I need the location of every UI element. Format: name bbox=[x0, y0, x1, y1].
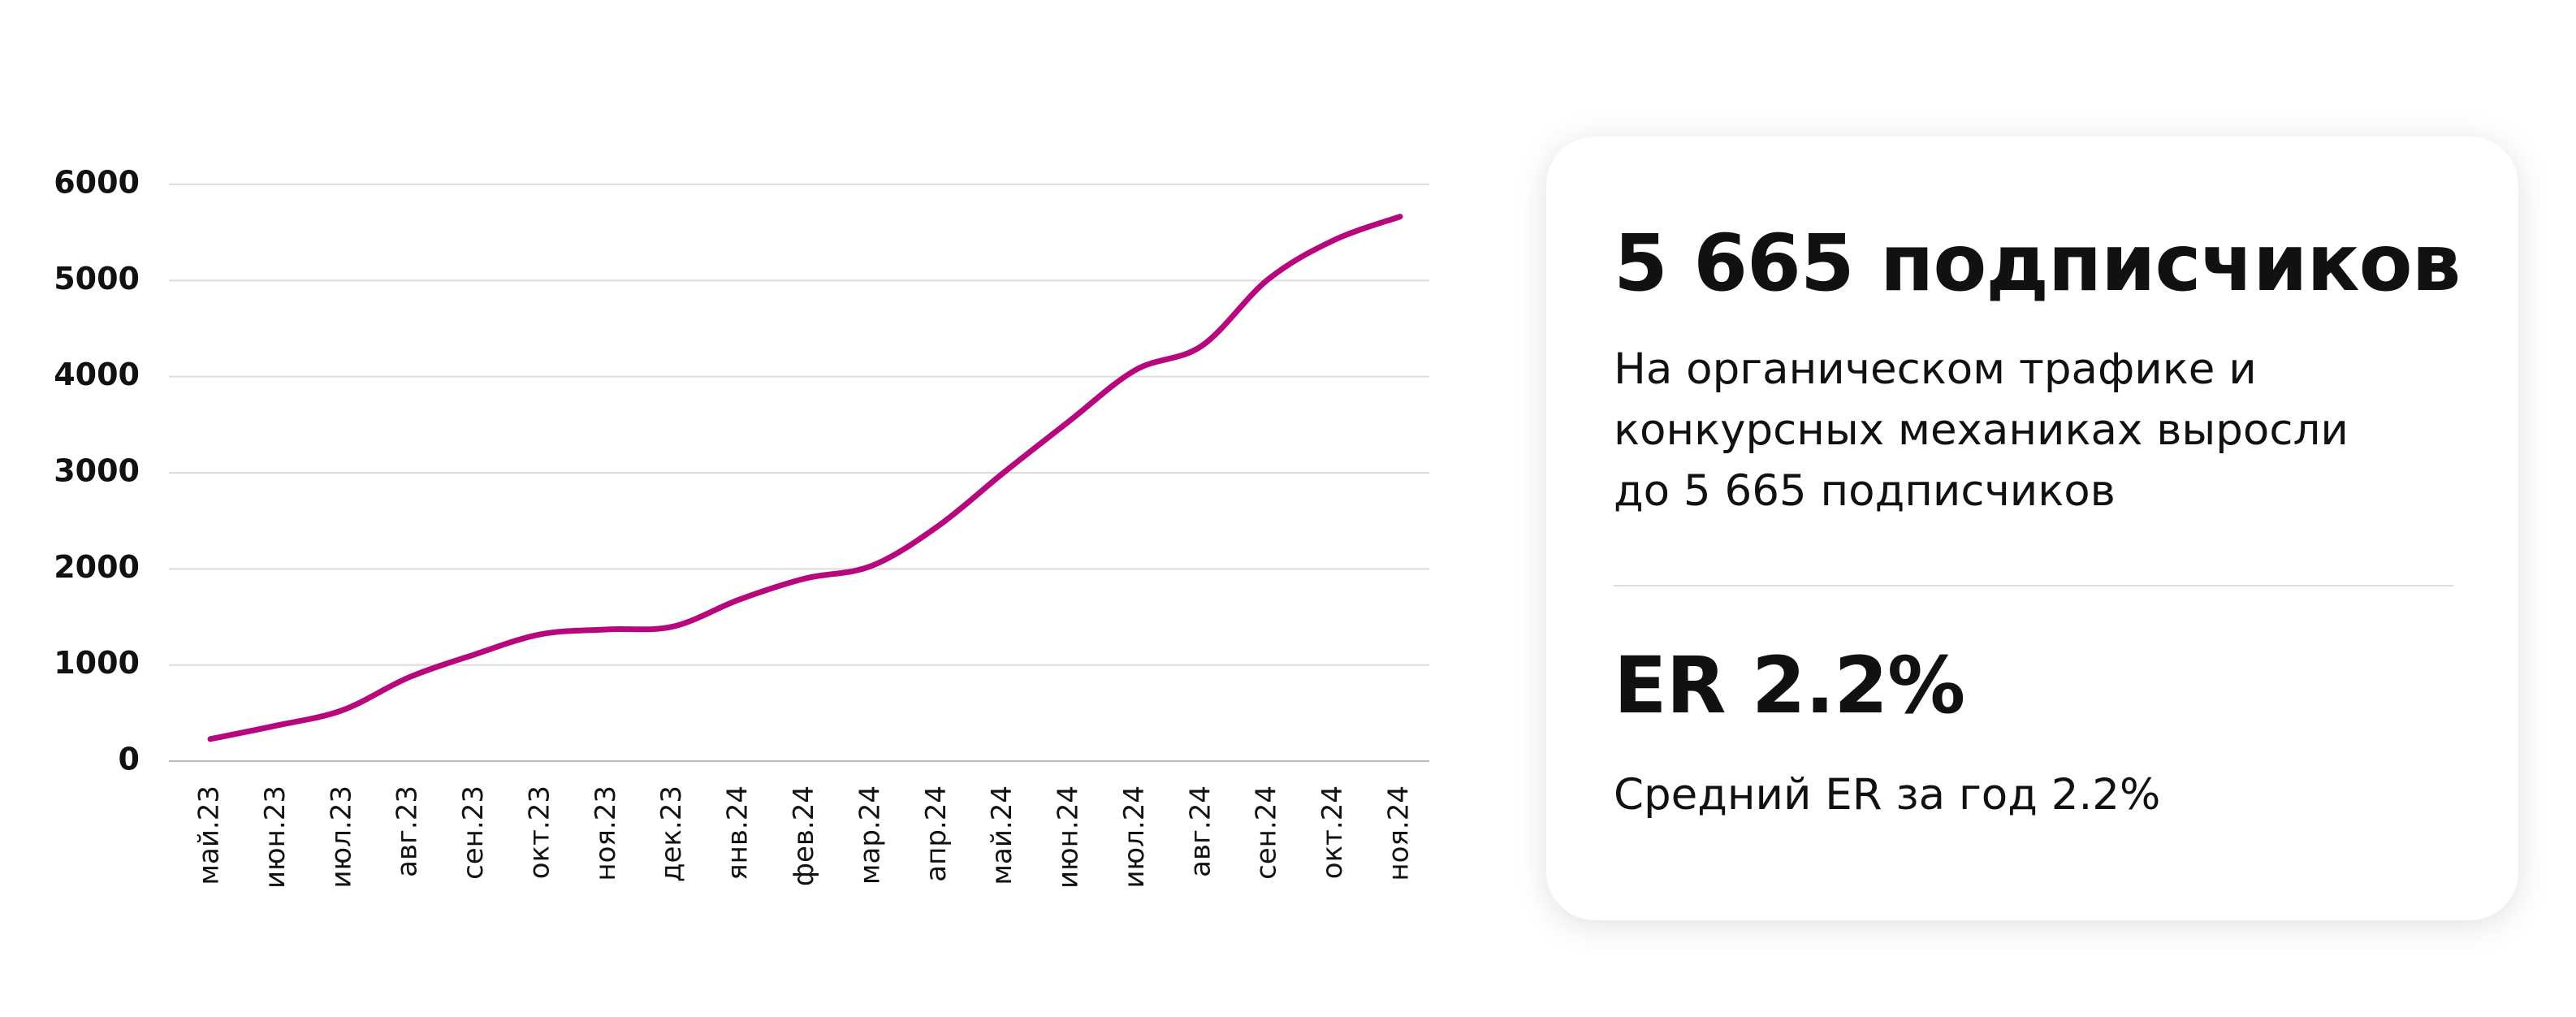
y-tick-label: 0 bbox=[119, 742, 140, 777]
x-tick-label: окт.23 bbox=[523, 785, 555, 879]
x-tick-label: ноя.23 bbox=[590, 785, 622, 881]
x-tick-label: авг.24 bbox=[1184, 785, 1217, 877]
card-text: На органическом трафике и bbox=[1614, 344, 2257, 394]
divider bbox=[1614, 585, 2453, 586]
card-title: 5 665 подписчиков bbox=[1614, 218, 2461, 309]
y-tick-label: 6000 bbox=[54, 165, 140, 201]
x-tick-label: июн.24 bbox=[1052, 785, 1085, 889]
x-tick-label: ноя.24 bbox=[1383, 785, 1416, 881]
y-tick-label: 5000 bbox=[54, 261, 140, 296]
card-text: конкурсных механиках выросли bbox=[1614, 405, 2349, 455]
y-tick-label: 4000 bbox=[54, 357, 140, 392]
y-tick-label: 3000 bbox=[54, 453, 140, 489]
x-tick-label: июл.23 bbox=[325, 785, 357, 889]
x-tick-label: фев.24 bbox=[788, 785, 820, 886]
chart: 0 1000 2000 3000 4000 5000 6000 май.23 июн.23 июл… bbox=[54, 165, 1429, 889]
x-tick-label: сен.24 bbox=[1251, 785, 1283, 880]
x-tick-label: май.23 bbox=[193, 785, 226, 885]
x-tick-label: янв.24 bbox=[722, 785, 754, 881]
y-tick-label: 2000 bbox=[54, 549, 140, 585]
x-tick-label: мар.24 bbox=[854, 785, 886, 885]
x-tick-label: апр.24 bbox=[920, 785, 953, 882]
x-tick-label: окт.24 bbox=[1316, 785, 1349, 879]
x-tick-label: май.24 bbox=[986, 785, 1018, 885]
x-tick-label: июн.23 bbox=[259, 785, 292, 889]
x-tick-label: июл.24 bbox=[1118, 785, 1151, 889]
y-tick-label: 1000 bbox=[54, 645, 140, 681]
x-tick-label: дек.23 bbox=[655, 785, 688, 882]
er-text: Средний ER за год 2.2% bbox=[1614, 770, 2161, 820]
card-text: до 5 665 подписчиков bbox=[1614, 466, 2116, 516]
er-title: ER 2.2% bbox=[1614, 640, 1965, 731]
line bbox=[207, 214, 1403, 742]
x-tick-label: сен.23 bbox=[457, 785, 490, 880]
x-tick-label: авг.23 bbox=[391, 785, 424, 877]
summary-card: 5 665 подписчиков На органическом трафик… bbox=[1546, 136, 2518, 920]
